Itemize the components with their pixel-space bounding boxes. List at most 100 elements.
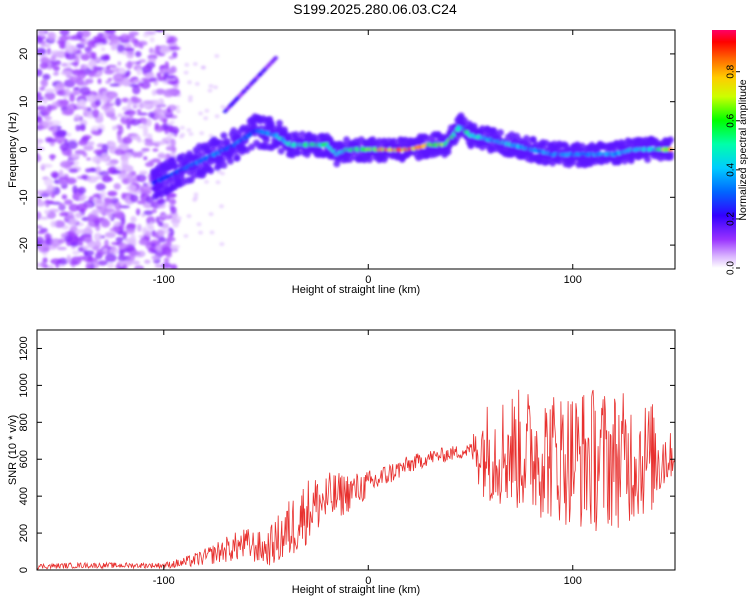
heatmap-noise-blob xyxy=(118,249,125,257)
heatmap-ridge-halo xyxy=(343,136,351,144)
heatmap-noise-blob xyxy=(44,209,50,215)
heatmap-noise-blob xyxy=(61,233,66,239)
heatmap-noise-blob xyxy=(130,216,137,223)
heatmap-noise-blob xyxy=(109,83,120,87)
heatmap-noise-blob xyxy=(144,141,155,147)
heatmap-noise-blob xyxy=(117,61,122,66)
y-tick-label: 800 xyxy=(18,413,30,431)
heatmap-noise-blob xyxy=(81,234,93,243)
x-tick-label: -100 xyxy=(153,274,175,286)
y-tick-label: 600 xyxy=(18,450,30,468)
heatmap-noise-blob xyxy=(126,49,135,59)
heatmap-noise-blob xyxy=(101,152,108,161)
heatmap-noise-blob xyxy=(60,70,73,76)
heatmap-noise-blob xyxy=(198,230,204,235)
heatmap-noise-blob xyxy=(69,93,75,102)
heatmap-noise-blob xyxy=(85,262,91,269)
heatmap-noise-blob xyxy=(126,122,131,130)
heatmap-ridge-halo xyxy=(529,136,537,144)
heatmap-noise-blob xyxy=(86,157,91,161)
heatmap-noise-blob xyxy=(37,153,40,162)
heatmap-ridge-halo xyxy=(294,149,301,157)
heatmap-noise-blob xyxy=(74,149,86,155)
heatmap-noise-blob xyxy=(196,222,202,227)
heatmap-noise-blob xyxy=(66,148,73,158)
heatmap-noise-blob xyxy=(142,100,154,104)
heatmap-noise-blob xyxy=(194,81,200,86)
heatmap-noise-blob xyxy=(70,241,79,247)
heatmap-noise-blob xyxy=(169,198,177,205)
heatmap-noise-blob xyxy=(192,197,198,202)
heatmap-noise-blob xyxy=(79,123,86,132)
heatmap-ridge-halo xyxy=(390,137,398,145)
heatmap-noise-blob xyxy=(219,242,225,247)
snr-panel: -100 0 100 0 200 400 600 800 1000 1200 Height of… xyxy=(7,329,676,596)
heatmap-noise-blob xyxy=(104,197,111,203)
heatmap-noise-blob xyxy=(64,235,73,243)
heatmap-noise-blob xyxy=(169,120,175,125)
heatmap-noise-blob xyxy=(142,33,150,38)
heatmap-noise-blob xyxy=(157,204,166,209)
snr-series-line xyxy=(37,389,675,570)
heatmap-noise-blob xyxy=(102,218,108,225)
heatmap-noise-blob xyxy=(83,250,95,256)
heatmap-noise-blob xyxy=(193,192,199,197)
heatmap-noise-blob xyxy=(148,221,154,230)
chart-title: S199.2025.280.06.03.C24 xyxy=(293,1,457,17)
heatmap-noise-blob xyxy=(37,106,43,111)
heatmap-noise-blob xyxy=(37,262,41,268)
heatmap-noise-blob xyxy=(88,72,95,77)
heatmap-noise-blob xyxy=(43,177,54,187)
heatmap-noise-blob xyxy=(59,40,66,49)
heatmap-ridge-halo xyxy=(226,157,234,165)
heatmap-noise-blob xyxy=(168,55,175,60)
heatmap-noise-blob xyxy=(207,88,213,93)
heatmap-noise-blob xyxy=(92,198,103,202)
heatmap-noise-blob xyxy=(37,68,43,77)
heatmap-noise-blob xyxy=(64,199,73,205)
heatmap-noise-blob xyxy=(81,136,90,141)
heatmap-noise-blob xyxy=(44,91,56,101)
heatmap-noise-blob xyxy=(77,82,89,86)
heatmap-noise-blob xyxy=(188,95,193,100)
heatmap-noise-blob xyxy=(126,184,137,192)
heatmap-noise-blob xyxy=(158,237,167,243)
colorbar-label: Normalized spectral amplitude xyxy=(737,79,749,220)
heatmap-noise-blob xyxy=(94,43,104,47)
heatmap-noise-blob xyxy=(154,122,160,130)
heatmap-noise-blob xyxy=(47,31,57,41)
heatmap-noise-blob xyxy=(97,78,102,85)
heatmap-noise-blob xyxy=(78,38,85,42)
heatmap-noise-blob xyxy=(129,250,141,257)
colorbar-tick-label: 0.6 xyxy=(726,113,737,127)
heatmap-noise-blob xyxy=(79,197,85,202)
heatmap-noise-blob xyxy=(135,208,141,216)
heatmap-noise-blob xyxy=(166,143,172,148)
heatmap-noise-blob xyxy=(100,104,110,111)
heatmap-noise-blob xyxy=(80,106,90,110)
heatmap-noise-blob xyxy=(40,78,49,88)
heatmap-noise-blob xyxy=(37,115,43,124)
heatmap-noise-blob xyxy=(151,89,157,96)
heatmap-noise-blob xyxy=(85,225,92,234)
heatmap-ridge-halo xyxy=(644,156,652,163)
heatmap-noise-blob xyxy=(117,255,127,262)
heatmap-noise-blob xyxy=(157,198,166,205)
heatmap-noise-blob xyxy=(136,67,142,76)
heatmap-ridge-halo xyxy=(298,130,306,138)
heatmap-noise-blob xyxy=(105,66,111,70)
heatmap-noise-blob xyxy=(157,221,164,227)
heatmap-noise-blob xyxy=(186,128,192,133)
heatmap-noise-blob xyxy=(142,132,150,138)
heatmap-ridge-halo xyxy=(276,119,283,127)
heatmap-noise-blob xyxy=(40,44,51,48)
heatmap-noise-blob xyxy=(74,212,83,219)
heatmap-noise-blob xyxy=(123,47,135,51)
heatmap-noise-blob xyxy=(155,141,167,145)
heatmap-noise-blob xyxy=(132,260,141,266)
heatmap-noise-blob xyxy=(141,148,150,152)
heatmap-noise-blob xyxy=(188,132,194,136)
y-tick-label: -10 xyxy=(18,189,30,205)
heatmap-noise-blob xyxy=(68,168,79,173)
